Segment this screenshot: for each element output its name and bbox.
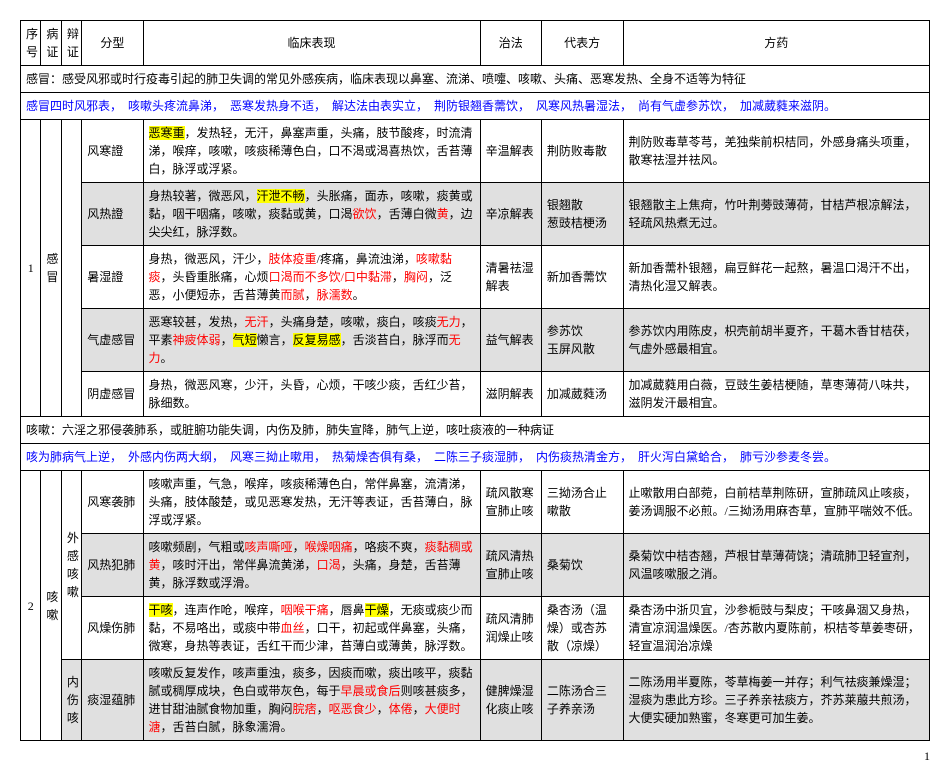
ks-df-2: 桑杏汤（温燥）或杏苏散（凉燥） xyxy=(541,597,623,660)
kesou-blue: 咳为肺病气上逆， 外感内伤两大纲， 风寒三拗止嗽用， 热菊燥杏俱有桑， 二陈三子… xyxy=(21,444,930,471)
ks-row-0: 2 咳嗽 外感咳嗽 风寒袭肺 咳嗽声重，气急，喉痒，咳痰稀薄色白，常伴鼻塞，流清… xyxy=(21,471,930,534)
h-bian: 辩证 xyxy=(61,21,81,66)
ks-fy-0: 止嗽散用白部菀，白前桔草荆陈研，宣肺疏风止咳痰，姜汤调服不必煎。/三拗汤用麻杏草… xyxy=(623,471,929,534)
h-bz: 病证 xyxy=(41,21,61,66)
gm-df-3: 参苏饮 玉屏风散 xyxy=(541,309,623,372)
ks-lc-1: 咳嗽频剧，气粗或咳声嘶哑，喉燥咽痛，咯痰不爽，痰黏稠或黄，咳时汗出，常伴鼻流黄涕… xyxy=(143,534,480,597)
ks-lc-2: 干咳，连声作呛，喉痒，咽喉干痛，唇鼻干燥，无痰或痰少而黏，不易咯出，或痰中带血丝… xyxy=(143,597,480,660)
tcm-table: 序号 病证 辩证 分型 临床表现 治法 代表方 方药 感冒：感受风邪或时行疫毒引… xyxy=(20,20,930,741)
ks-num: 2 xyxy=(21,471,41,741)
gm-lc-3: 恶寒较甚，发热，无汗，头痛身楚，咳嗽，痰白，咳痰无力，平素神疲体弱，气短懒言，反… xyxy=(143,309,480,372)
ks-zf-0: 疏风散寒 宣肺止咳 xyxy=(480,471,541,534)
ks-cat1: 外感咳嗽 xyxy=(61,471,81,660)
gm-df-4: 加减葳蕤汤 xyxy=(541,372,623,417)
ks-row-1: 风热犯肺 咳嗽频剧，气粗或咳声嘶哑，喉燥咽痛，咯痰不爽，痰黏稠或黄，咳时汗出，常… xyxy=(21,534,930,597)
ks-df-1: 桑菊饮 xyxy=(541,534,623,597)
gm-lc-4: 身热，微恶风寒，少汗，头昏，心烦，干咳少痰，舌红少苔，脉细数。 xyxy=(143,372,480,417)
gm-fy-3: 参苏饮内用陈皮，枳壳前胡半夏齐，干葛木香甘桔茯，气虚外感最相宜。 xyxy=(623,309,929,372)
gm-name: 感冒 xyxy=(41,120,61,417)
ganmao-intro: 感冒：感受风邪或时行疫毒引起的肺卫失调的常见外感疾病，临床表现以鼻塞、流涕、喷嚏… xyxy=(21,66,930,93)
gm-fy-1: 银翘散主上焦疴，竹叶荆蒡豉薄荷，甘桔芦根凉解法，轻疏风热煮无过。 xyxy=(623,183,929,246)
h-xu: 序号 xyxy=(21,21,41,66)
gm-lc-2: 身热，微恶风，汗少，肢体疫重/疼痛，鼻流浊涕，咳嗽黏痰，头昏重胀痛，心烦口渴而不… xyxy=(143,246,480,309)
gm-zf-3: 益气解表 xyxy=(480,309,541,372)
ks-fx-2: 风燥伤肺 xyxy=(82,597,143,660)
gm-row-1: 风热證 身热较著，微恶风，汗泄不畅，头胀痛，面赤，咳嗽，痰黄或黏，咽干咽痛，咳嗽… xyxy=(21,183,930,246)
gm-fx-2: 暑湿證 xyxy=(82,246,143,309)
gm-lc-1: 身热较著，微恶风，汗泄不畅，头胀痛，面赤，咳嗽，痰黄或黏，咽干咽痛，咳嗽，痰黏或… xyxy=(143,183,480,246)
gm-bian xyxy=(61,120,81,417)
gm-df-2: 新加香薷饮 xyxy=(541,246,623,309)
ks-row-2: 风燥伤肺 干咳，连声作呛，喉痒，咽喉干痛，唇鼻干燥，无痰或痰少而黏，不易咯出，或… xyxy=(21,597,930,660)
gm-zf-1: 辛凉解表 xyxy=(480,183,541,246)
ks-fx-0: 风寒袭肺 xyxy=(82,471,143,534)
ks-lc-0: 咳嗽声重，气急，喉痒，咳痰稀薄色白，常伴鼻塞，流清涕，头痛，肢体酸楚，或见恶寒发… xyxy=(143,471,480,534)
gm-row-4: 阴虚感冒 身热，微恶风寒，少汗，头昏，心烦，干咳少痰，舌红少苔，脉细数。 滋阴解… xyxy=(21,372,930,417)
ks-zf-2: 疏风清肺 润燥止咳 xyxy=(480,597,541,660)
gm-num: 1 xyxy=(21,120,41,417)
ks-df-0: 三拗汤合止嗽散 xyxy=(541,471,623,534)
header-row: 序号 病证 辩证 分型 临床表现 治法 代表方 方药 xyxy=(21,21,930,66)
gm-fy-4: 加减葳蕤用白薇，豆豉生姜桔梗随，草枣薄荷八味共，滋阴发汗最相宜。 xyxy=(623,372,929,417)
gm-row-3: 气虚感冒 恶寒较甚，发热，无汗，头痛身楚，咳嗽，痰白，咳痰无力，平素神疲体弱，气… xyxy=(21,309,930,372)
ks-fy-2: 桑杏汤中浙贝宜，沙参栀豉与梨皮；干咳鼻涸又身热，清宣凉润温燥医。/杏苏散内夏陈前… xyxy=(623,597,929,660)
ks-name: 咳嗽 xyxy=(41,471,61,741)
gm-fx-0: 风寒證 xyxy=(82,120,143,183)
gm-row-2: 暑湿證 身热，微恶风，汗少，肢体疫重/疼痛，鼻流浊涕，咳嗽黏痰，头昏重胀痛，心烦… xyxy=(21,246,930,309)
h-lc: 临床表现 xyxy=(143,21,480,66)
gm-fx-4: 阴虚感冒 xyxy=(82,372,143,417)
gm-df-0: 荆防败毒散 xyxy=(541,120,623,183)
gm-fy-0: 荆防败毒草苓芎，羌独柴前枳桔同，外感身痛头项重，散寒祛湿并祛风。 xyxy=(623,120,929,183)
gm-zf-0: 辛温解表 xyxy=(480,120,541,183)
gm-fx-1: 风热證 xyxy=(82,183,143,246)
page-number: 1 xyxy=(20,749,930,764)
ks-fx-1: 风热犯肺 xyxy=(82,534,143,597)
kesou-intro: 咳嗽：六淫之邪侵袭肺系，或脏腑功能失调，内伤及肺，肺失宣降，肺气上逆，咳吐痰液的… xyxy=(21,417,930,444)
ks-fy-1: 桑菊饮中桔杏翘，芦根甘草薄荷饶；清疏肺卫轻宣剂，风温咳嗽服之消。 xyxy=(623,534,929,597)
h-zf: 治法 xyxy=(480,21,541,66)
h-fy: 方药 xyxy=(623,21,929,66)
h-fx: 分型 xyxy=(82,21,143,66)
gm-fy-2: 新加香薷朴银翘，扁豆鲜花一起熬，暑温口渴汗不出，清热化湿又解表。 xyxy=(623,246,929,309)
gm-zf-4: 滋阴解表 xyxy=(480,372,541,417)
ks-zf-1: 疏风清热 宣肺止咳 xyxy=(480,534,541,597)
gm-zf-2: 清暑祛湿解表 xyxy=(480,246,541,309)
gm-lc-0: 恶寒重，发热轻，无汗，鼻塞声重，头痛，肢节酸疼，时流清涕，喉痒，咳嗽，咳痰稀薄色… xyxy=(143,120,480,183)
gm-df-1: 银翘散 葱豉桔梗汤 xyxy=(541,183,623,246)
ganmao-blue: 感冒四时风邪表， 咳嗽头疼流鼻涕， 恶寒发热身不适， 解达法由表实立， 荆防银翘… xyxy=(21,93,930,120)
gm-row-0: 1 感冒 风寒證 恶寒重，发热轻，无汗，鼻塞声重，头痛，肢节酸疼，时流清涕，喉痒… xyxy=(21,120,930,183)
h-df: 代表方 xyxy=(541,21,623,66)
gm-fx-3: 气虚感冒 xyxy=(82,309,143,372)
